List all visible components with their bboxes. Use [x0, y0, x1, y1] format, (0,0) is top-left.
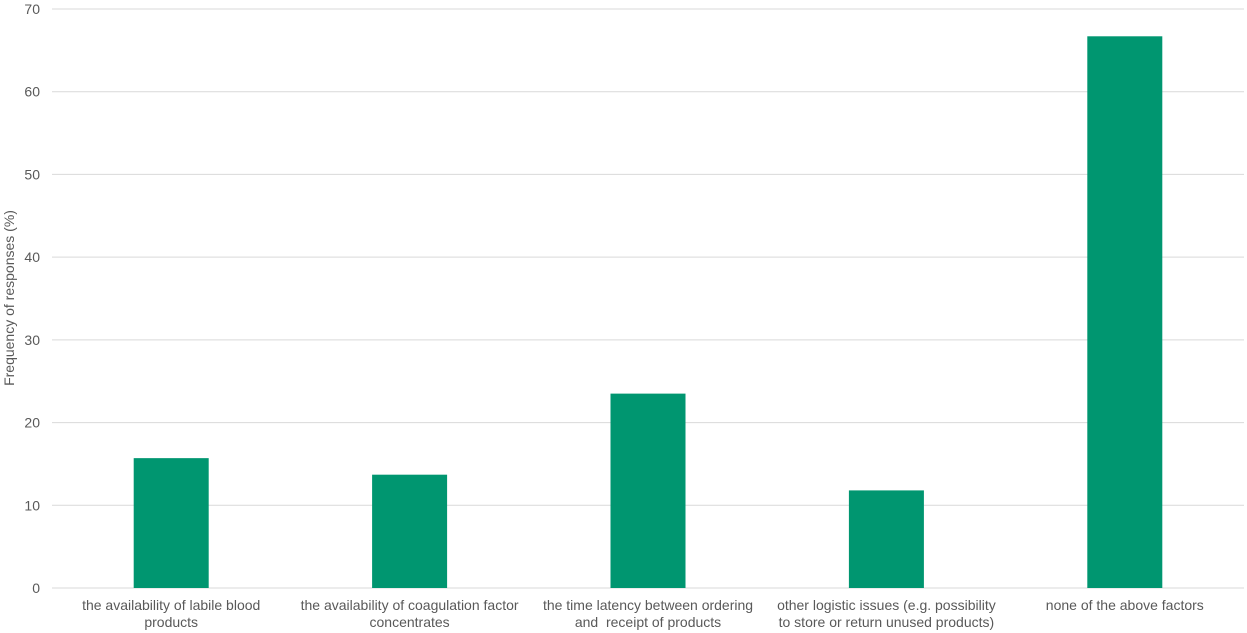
bars	[133, 36, 1163, 588]
y-axis-ticks: 0 10 20 30 40 50 60 70	[24, 1, 40, 596]
y-tick-label: 20	[24, 415, 40, 431]
y-tick-label: 70	[24, 1, 40, 17]
x-category-label: other logistic issues (e.g. possibility	[777, 597, 996, 613]
x-axis-categories: the availability of labile bloodproducts…	[82, 597, 1204, 630]
y-tick-label: 30	[24, 332, 40, 348]
bar	[610, 393, 686, 588]
bar	[848, 490, 924, 588]
bar	[1087, 36, 1163, 588]
x-category-label: the time latency between ordering	[543, 597, 753, 613]
y-tick-label: 50	[24, 166, 40, 182]
y-tick-label: 60	[24, 84, 40, 100]
x-category-label: none of the above factors	[1046, 597, 1204, 613]
x-category-label: and receipt of products	[575, 614, 721, 630]
y-tick-label: 0	[32, 580, 40, 596]
x-category-label: concentrates	[370, 614, 450, 630]
x-category-label: the availability of coagulation factor	[301, 597, 519, 613]
x-category-label: to store or return unused products)	[779, 614, 995, 630]
y-tick-label: 40	[24, 249, 40, 265]
x-category-label: the availability of labile blood	[82, 597, 260, 613]
y-axis-label: Frequency of responses (%)	[1, 210, 17, 386]
bar	[133, 458, 209, 588]
bar	[372, 474, 448, 588]
y-tick-label: 10	[24, 497, 40, 513]
x-category-label: products	[144, 614, 198, 630]
